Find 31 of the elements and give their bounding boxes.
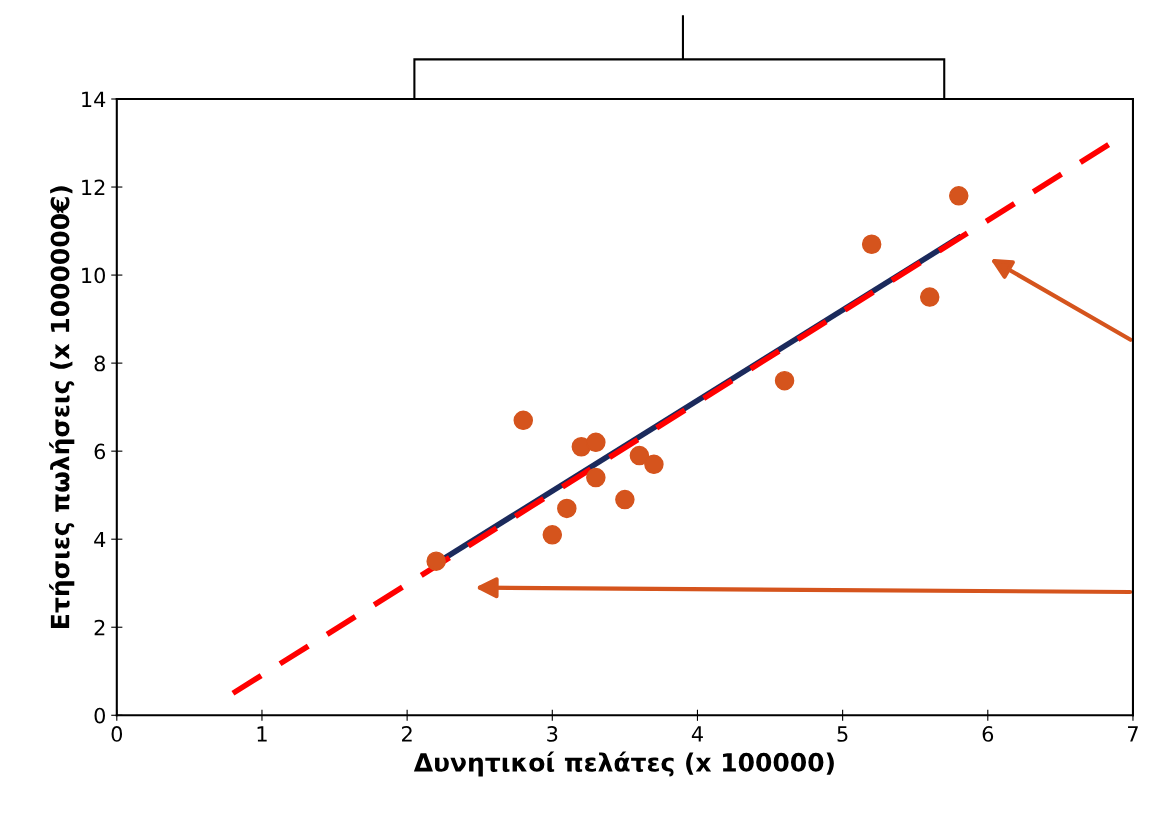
x-tick-label: 7 (1128, 726, 1138, 742)
point (615, 489, 635, 510)
point (542, 525, 563, 545)
y-tick-label: 6 (94, 443, 106, 460)
point (586, 432, 606, 453)
x-tick-label: 1 (257, 726, 267, 742)
x-tick-label: 2 (402, 726, 412, 742)
x-tick-label: 5 (837, 726, 848, 742)
point (774, 370, 795, 391)
x-tick-label: 3 (547, 726, 558, 742)
y-tick-label: 10 (82, 267, 105, 284)
x-axis-title: Δυνητικοί πελάτες (x 100000) (413, 751, 834, 777)
point (644, 454, 664, 475)
y-tick-label: 0 (94, 707, 105, 724)
y-tick-label: 8 (94, 355, 105, 372)
y-tick-label: 12 (82, 179, 105, 195)
point (586, 467, 606, 488)
point (513, 410, 534, 431)
point (861, 234, 882, 255)
y-tick-label: 14 (82, 91, 106, 107)
y-tick-label: 2 (94, 619, 105, 636)
point (919, 287, 940, 307)
point (557, 498, 577, 519)
x-tick-label: 4 (691, 726, 703, 742)
point (426, 551, 446, 571)
point (629, 445, 650, 466)
x-tick-label: 0 (111, 726, 123, 742)
y-axis-title: Ετήσιες πωλήσεις (x 1000000€) (49, 186, 75, 628)
point (949, 186, 969, 206)
x-tick-label: 6 (982, 726, 994, 742)
y-tick-label: 4 (94, 531, 106, 548)
